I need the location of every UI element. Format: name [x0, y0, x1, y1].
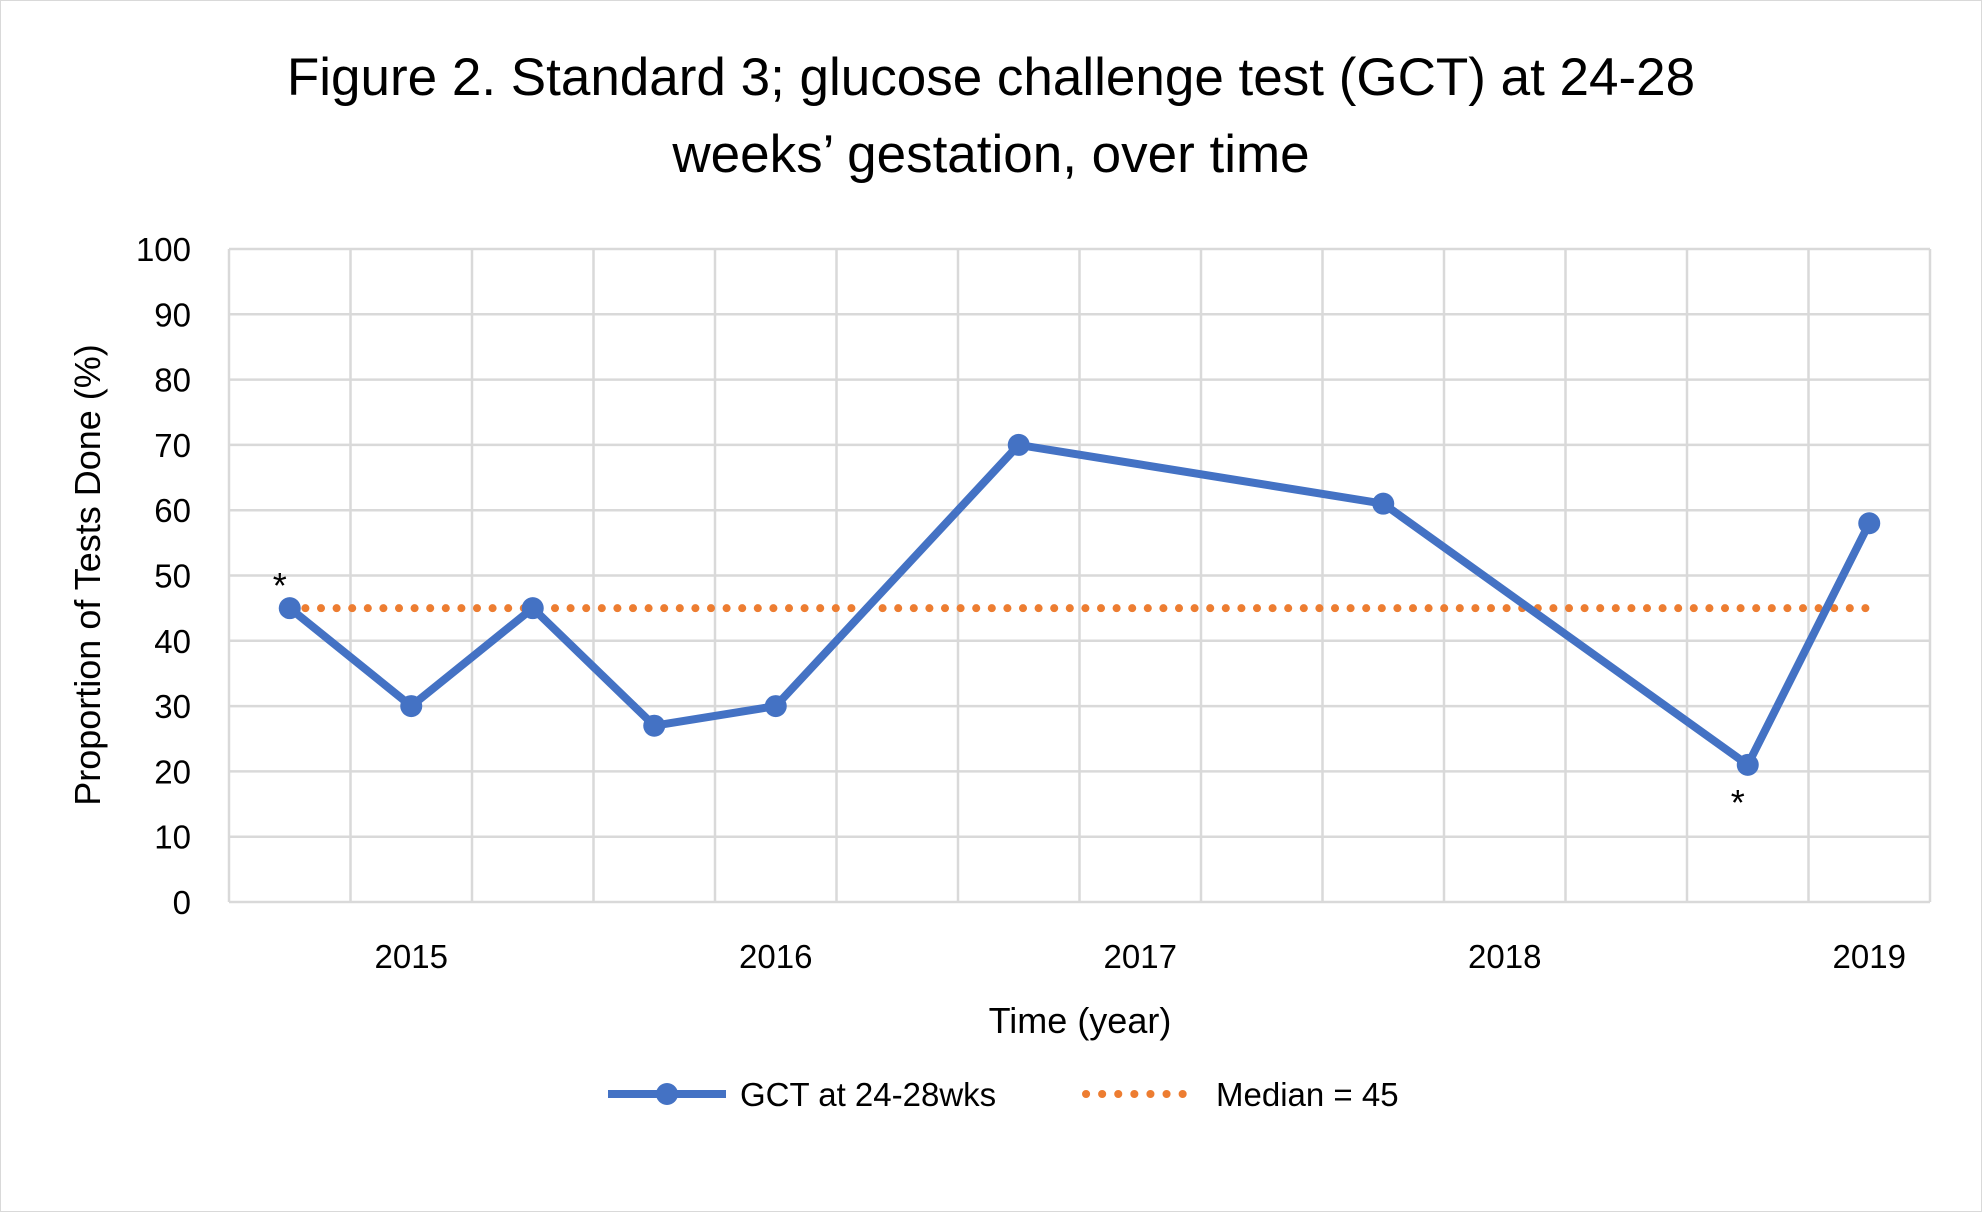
chart-title-line-1: Figure 2. Standard 3; glucose challenge …	[287, 48, 1695, 107]
y-tick-label: 60	[154, 492, 191, 529]
gct-point	[278, 597, 301, 620]
x-tick-labels: 2015 2016 2017 2018 2019	[375, 938, 1906, 975]
y-axis-title: Proportion of Tests Done (%)	[67, 344, 108, 806]
gridlines	[227, 247, 1932, 904]
y-tick-label: 100	[136, 231, 191, 268]
x-tick-label: 2016	[739, 938, 812, 975]
x-tick-label: 2017	[1104, 938, 1177, 975]
y-tick-label: 70	[154, 427, 191, 464]
gct-point	[521, 597, 544, 620]
gct-series	[278, 433, 1881, 776]
x-tick-label: 2018	[1468, 938, 1541, 975]
gct-point	[643, 714, 666, 737]
y-tick-label: 30	[154, 688, 191, 725]
chart-title-line-2: weeks’ gestation, over time	[671, 125, 1309, 184]
y-tick-label: 0	[173, 884, 191, 921]
x-tick-label: 2015	[375, 938, 448, 975]
annotations: **	[273, 565, 1745, 823]
x-tick-label: 2019	[1833, 938, 1906, 975]
y-tick-label: 20	[154, 753, 191, 790]
y-tick-label: 80	[154, 362, 191, 399]
asterisk-annotation: *	[273, 565, 287, 606]
y-tick-label: 40	[154, 623, 191, 660]
y-tick-labels: 0 10 20 30 40 50 60 70 80 90 100	[136, 231, 191, 921]
y-tick-label: 90	[154, 296, 191, 333]
asterisk-annotation: *	[1731, 782, 1745, 823]
gct-point	[1372, 492, 1395, 515]
legend-median-label: Median = 45	[1216, 1076, 1399, 1113]
legend-gct-label: GCT at 24-28wks	[740, 1076, 996, 1113]
x-axis-title: Time (year)	[989, 1000, 1172, 1041]
legend: GCT at 24-28wks Median = 45	[608, 1076, 1399, 1113]
gct-point	[764, 695, 787, 718]
gct-point	[400, 695, 423, 718]
gct-point	[1858, 512, 1881, 535]
legend-gct-marker	[656, 1083, 678, 1105]
y-tick-label: 50	[154, 558, 191, 595]
gct-point	[1736, 753, 1759, 776]
y-tick-label: 10	[154, 819, 191, 856]
gct-point	[1007, 433, 1030, 456]
